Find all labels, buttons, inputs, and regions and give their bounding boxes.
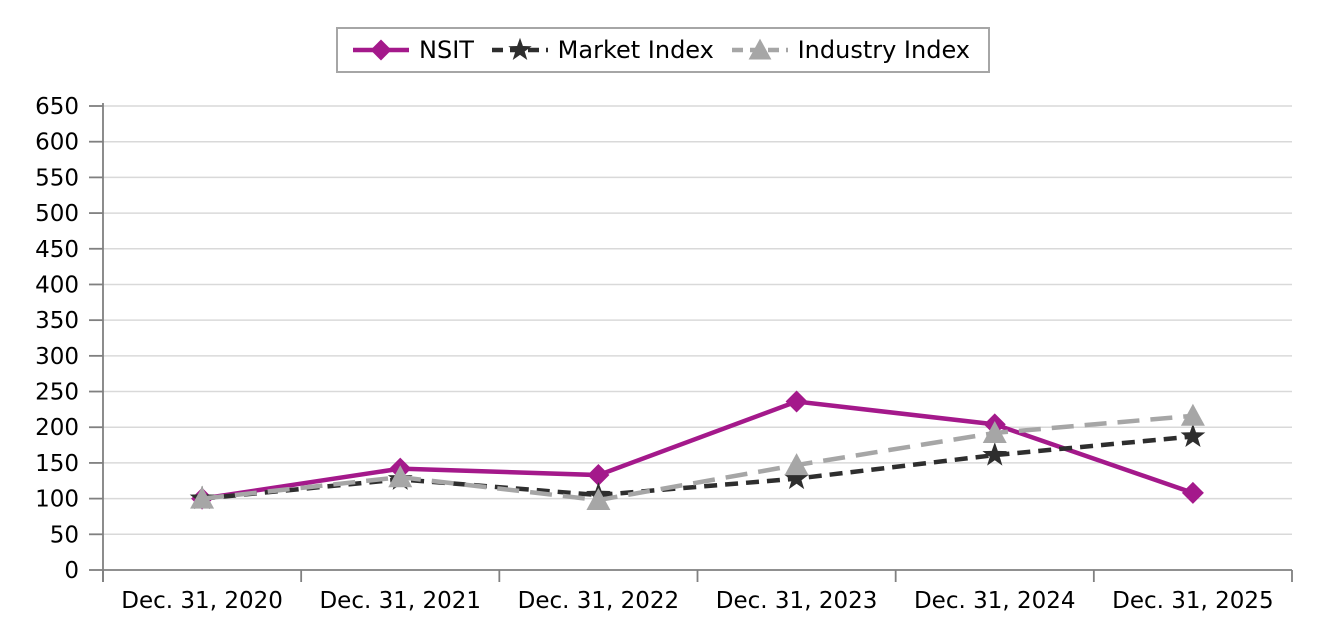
- svg-text:Dec. 31, 2024: Dec. 31, 2024: [914, 588, 1076, 614]
- svg-text:Dec. 31, 2021: Dec. 31, 2021: [319, 588, 481, 614]
- svg-text:650: 650: [35, 94, 79, 120]
- legend-label-industry-index: Industry Index: [797, 36, 970, 64]
- svg-text:Dec. 31, 2023: Dec. 31, 2023: [716, 588, 878, 614]
- market-index-star-line-icon: [491, 37, 549, 63]
- svg-text:50: 50: [50, 522, 79, 548]
- legend-item-market-index: Market Index: [491, 37, 714, 63]
- legend-label-market-index: Market Index: [557, 36, 714, 64]
- legend-item-industry-index: Industry Index: [731, 37, 970, 63]
- svg-text:500: 500: [35, 201, 79, 227]
- svg-text:600: 600: [35, 130, 79, 156]
- svg-text:350: 350: [35, 308, 79, 334]
- svg-text:Dec. 31, 2025: Dec. 31, 2025: [1112, 588, 1274, 614]
- svg-text:Dec. 31, 2020: Dec. 31, 2020: [121, 588, 283, 614]
- svg-text:Dec. 31, 2022: Dec. 31, 2022: [518, 588, 680, 614]
- svg-text:150: 150: [35, 451, 79, 477]
- svg-text:200: 200: [35, 415, 79, 441]
- legend-label-nsit: NSIT: [419, 36, 474, 64]
- legend: NSIT Market Index Industry Index: [336, 27, 990, 73]
- industry-index-triangle-line-icon: [731, 37, 789, 63]
- svg-text:550: 550: [35, 165, 79, 191]
- svg-text:300: 300: [35, 344, 79, 370]
- svg-text:250: 250: [35, 380, 79, 406]
- svg-text:400: 400: [35, 272, 79, 298]
- svg-text:0: 0: [64, 558, 79, 584]
- svg-text:450: 450: [35, 237, 79, 263]
- legend-item-nsit: NSIT: [352, 37, 474, 63]
- nsit-diamond-line-icon: [352, 37, 410, 63]
- svg-text:100: 100: [35, 487, 79, 513]
